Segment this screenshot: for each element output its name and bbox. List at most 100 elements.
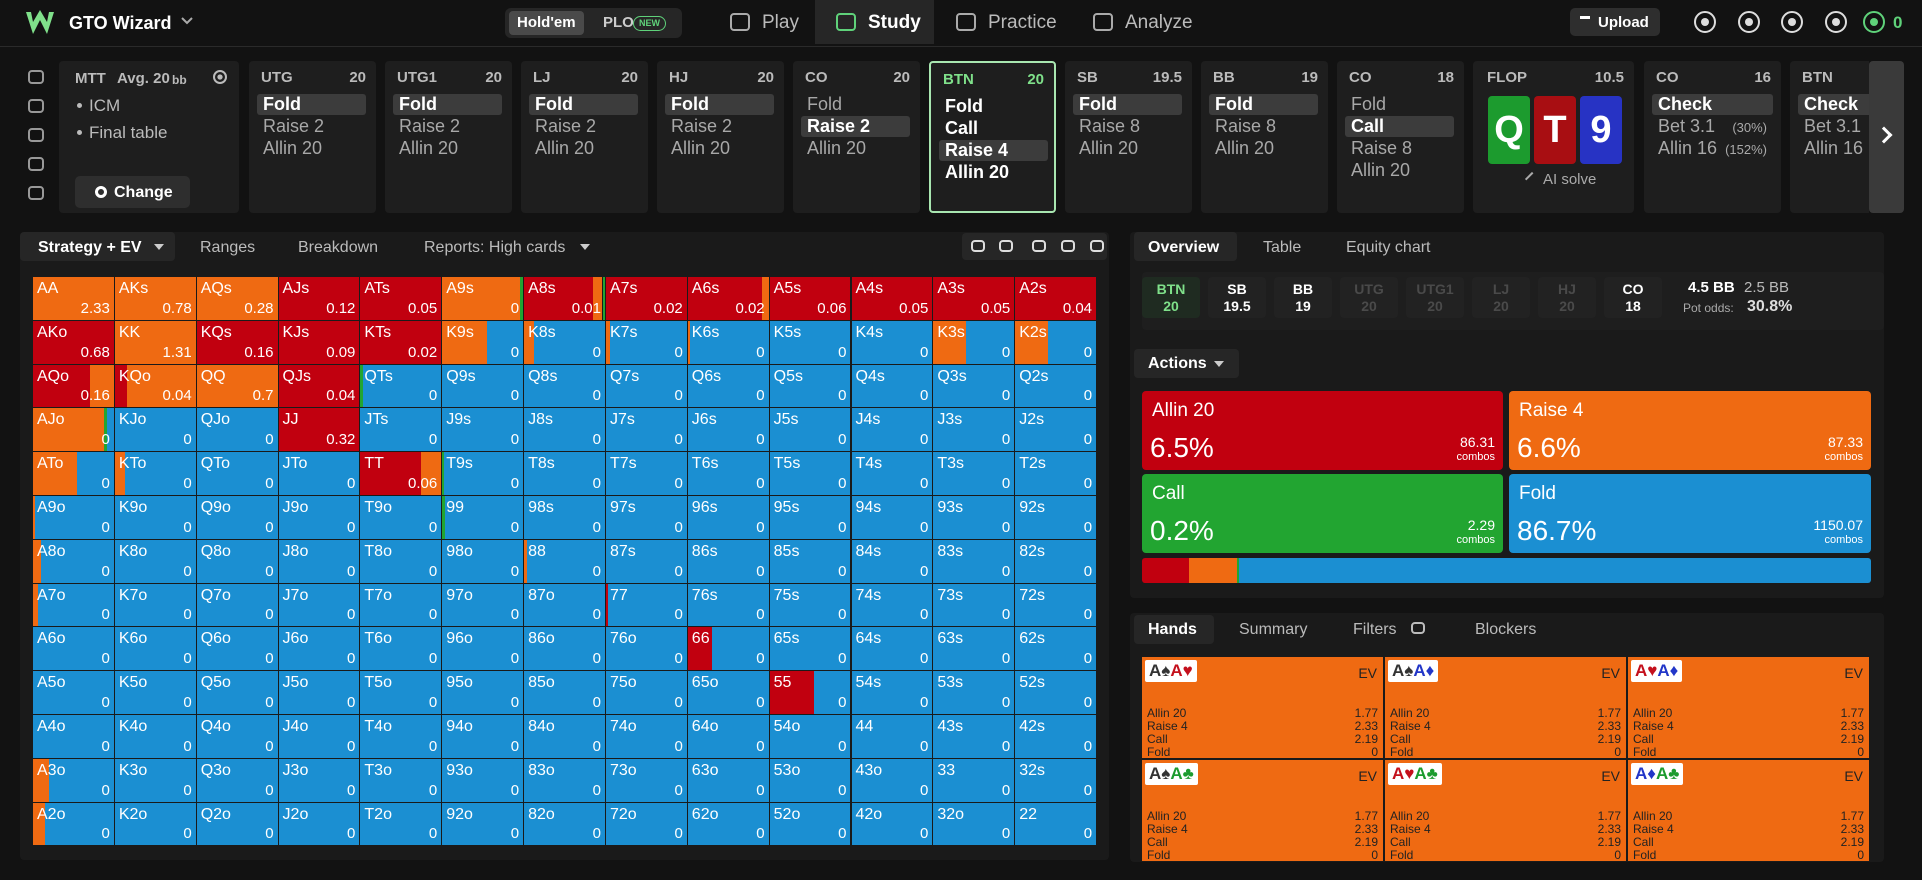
hand-cell[interactable]: 64o 0 <box>687 715 769 758</box>
hand-cell[interactable]: K5o 0 <box>114 671 196 714</box>
position-chip[interactable]: UTG 20 <box>1340 277 1398 318</box>
action-option[interactable]: Fold <box>665 94 774 115</box>
position-chip[interactable]: UTG1 20 <box>1406 277 1464 318</box>
hand-cell[interactable]: J2o 0 <box>278 802 360 846</box>
hand-cell[interactable]: 53s 0 <box>933 671 1015 714</box>
hand-cell[interactable]: 94o 0 <box>442 715 524 758</box>
action-option[interactable]: Raise 2 <box>263 116 325 136</box>
hand-cell[interactable]: 42s 0 <box>1015 715 1097 758</box>
hand-cell[interactable]: Q7s 0 <box>605 364 687 408</box>
tab[interactable]: Summary <box>1239 621 1308 638</box>
logo-text[interactable]: GTO Wizard <box>69 13 172 33</box>
position-chip[interactable]: BTN 20 <box>1142 277 1200 318</box>
menu-icon[interactable] <box>1092 11 1114 33</box>
hand-cell[interactable]: Q3o 0 <box>196 758 278 802</box>
hand-cell[interactable]: 73o 0 <box>605 758 687 802</box>
hand-cell[interactable]: T2s 0 <box>1015 452 1097 495</box>
hand-cell[interactable]: T3s 0 <box>933 452 1015 495</box>
hand-cell[interactable]: A7o 0 <box>33 583 114 627</box>
hand-cell[interactable]: 63s 0 <box>933 627 1015 671</box>
players-icon[interactable] <box>212 69 228 85</box>
hand-cell[interactable]: 98o 0 <box>442 539 524 583</box>
action-option[interactable]: Fold <box>529 94 638 115</box>
hand-cell[interactable]: QJs 0.04 <box>278 364 360 408</box>
action-option[interactable]: Bet 3.1 (30%) <box>1652 116 1773 137</box>
hand-cell[interactable]: 74s 0 <box>851 583 933 627</box>
hand-cell[interactable]: 42o 0 <box>851 802 933 846</box>
side-icon[interactable] <box>27 126 45 144</box>
hand-cell[interactable]: K8o 0 <box>114 539 196 583</box>
hand-cell[interactable]: T6s 0 <box>687 452 769 495</box>
hand-cell[interactable]: 86o 0 <box>524 627 605 671</box>
hand-cell[interactable]: J3s 0 <box>933 408 1015 452</box>
hand-cell[interactable]: J5s 0 <box>769 408 851 452</box>
hand-cell[interactable]: J8s 0 <box>524 408 605 452</box>
hand-cell[interactable]: 33 0 <box>933 758 1015 802</box>
hand-cell[interactable]: A3s 0.05 <box>933 277 1015 320</box>
action-option[interactable]: Raise 2 <box>671 116 733 136</box>
hand-cell[interactable]: 74o 0 <box>605 715 687 758</box>
hand-cell[interactable]: QTs 0 <box>360 364 442 408</box>
view-icon[interactable] <box>1060 238 1076 254</box>
hand-cell[interactable]: 83s 0 <box>933 539 1015 583</box>
menu-icon[interactable] <box>729 11 751 33</box>
action-option[interactable]: Raise 8 <box>1079 116 1141 136</box>
hand-cell[interactable]: 53o 0 <box>769 758 851 802</box>
action-option[interactable]: Allin 16(152%) <box>1798 138 1869 159</box>
action-option[interactable]: Fold <box>1209 94 1318 115</box>
menu-icon[interactable] <box>835 11 857 33</box>
action-option[interactable]: Allin 20 <box>263 138 323 158</box>
tab[interactable]: Overview <box>1148 239 1220 256</box>
hand-cell[interactable]: KJo 0 <box>114 408 196 452</box>
hand-cell[interactable]: T5o 0 <box>360 671 442 714</box>
hand-cell[interactable]: Q6s 0 <box>687 364 769 408</box>
hand-cell[interactable]: K2o 0 <box>114 802 196 846</box>
hand-cell[interactable]: K9s 0 <box>442 320 524 364</box>
hand-cell[interactable]: KK 1.31 <box>114 320 196 364</box>
action-option[interactable]: Call <box>945 118 979 138</box>
upload-button[interactable]: Upload <box>1570 8 1660 36</box>
hand-cell[interactable]: 99 0 <box>442 496 524 539</box>
action-column[interactable]: BB 19 Fold Raise 8 Allin 20 <box>1201 61 1328 213</box>
hand-cell[interactable]: 52s 0 <box>1015 671 1097 714</box>
hand-cell[interactable]: 84o 0 <box>524 715 605 758</box>
hand-cell[interactable]: 76o 0 <box>605 627 687 671</box>
hand-cell[interactable]: JJ 0.32 <box>278 408 360 452</box>
hand-cell[interactable]: K4o 0 <box>114 715 196 758</box>
action-box[interactable]: Allin 20 6.5% 86.31 combos <box>1142 391 1503 470</box>
action-option[interactable]: Fold <box>257 94 366 115</box>
hand-cell[interactable]: KQs 0.16 <box>196 320 278 364</box>
hand-cell[interactable]: 43s 0 <box>933 715 1015 758</box>
hand-cell[interactable]: 62o 0 <box>687 802 769 846</box>
action-option[interactable]: Allin 20 <box>535 138 595 158</box>
hand-cell[interactable]: Q4s 0 <box>851 364 933 408</box>
side-icon[interactable] <box>27 97 45 115</box>
hand-cell[interactable]: T6o 0 <box>360 627 442 671</box>
action-option[interactable]: Raise 8 <box>1215 116 1277 136</box>
position-chip[interactable]: BB 19 <box>1274 277 1332 318</box>
hand-cell[interactable]: T8s 0 <box>524 452 605 495</box>
action-box[interactable]: Raise 4 6.6% 87.33 combos <box>1509 391 1871 470</box>
hand-cell[interactable]: J6s 0 <box>687 408 769 452</box>
hand-cell[interactable]: 86s 0 <box>687 539 769 583</box>
action-option[interactable]: Check <box>1798 94 1869 115</box>
hand-cell[interactable]: 75o 0 <box>605 671 687 714</box>
ai-solve[interactable]: AI solve <box>1543 171 1597 188</box>
action-option[interactable]: Allin 20 <box>1079 138 1139 158</box>
logo-icon[interactable] <box>25 10 55 36</box>
action-option[interactable]: Fold <box>1073 94 1182 115</box>
hand-cell[interactable]: J7o 0 <box>278 583 360 627</box>
side-icon[interactable] <box>27 184 45 202</box>
hand-cell[interactable]: J9s 0 <box>442 408 524 452</box>
action-option[interactable]: Check <box>1652 94 1773 115</box>
action-option[interactable]: Raise 2 <box>801 116 910 137</box>
hand-cell[interactable]: K6s 0 <box>687 320 769 364</box>
action-option[interactable]: Allin 20 <box>1351 160 1411 180</box>
hand-cell[interactable]: 92s 0 <box>1015 496 1097 539</box>
hand-cell[interactable]: 65o 0 <box>687 671 769 714</box>
hand-cell[interactable]: 64s 0 <box>851 627 933 671</box>
hand-cell[interactable]: KQo 0.04 <box>114 364 196 408</box>
hand-cell[interactable]: T5s 0 <box>769 452 851 495</box>
change-button[interactable]: Change <box>75 176 190 208</box>
